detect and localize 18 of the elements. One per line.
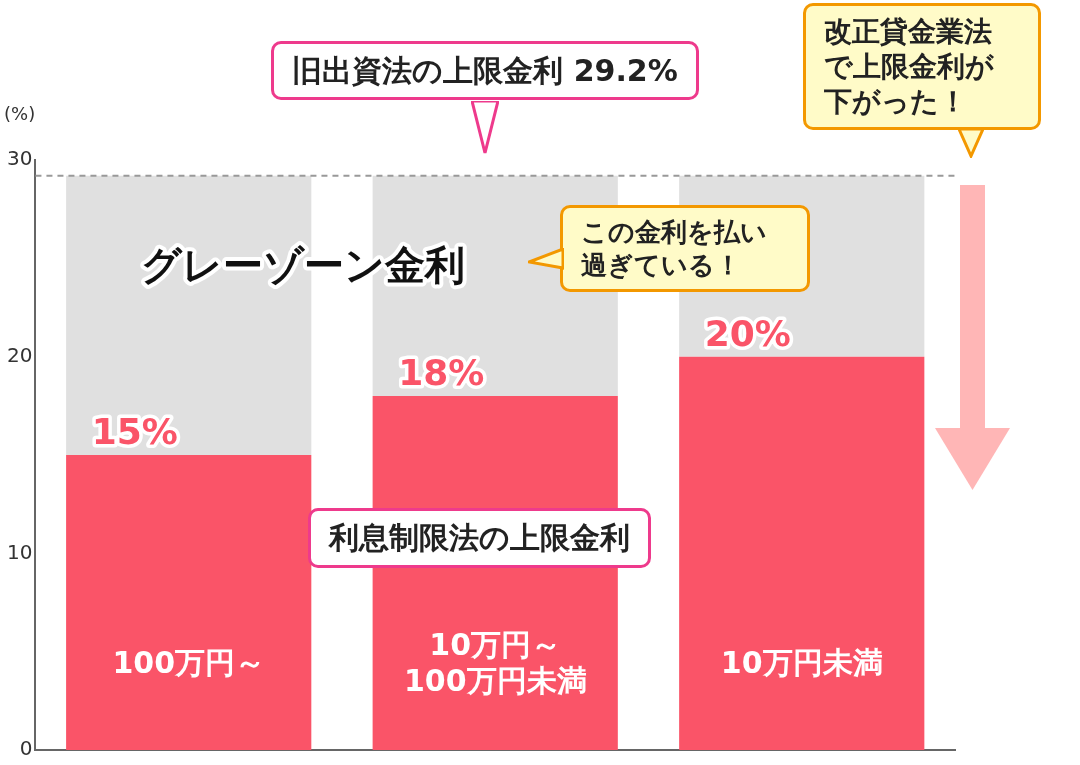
y-axis-title: (%) bbox=[4, 103, 36, 124]
bar bbox=[66, 455, 312, 750]
x-tick-label: 100万円～ bbox=[112, 645, 266, 681]
data-label: 20% bbox=[704, 313, 791, 355]
y-tick-label: 0 bbox=[19, 736, 33, 761]
data-label: 18% bbox=[398, 352, 485, 394]
x-tick-label: 10万円～ 100万円未満 bbox=[403, 627, 587, 699]
series-label: グレーゾーン金利 bbox=[141, 241, 466, 288]
series-label: 利息制限法の上限金利 bbox=[308, 508, 652, 568]
data-label: 15% bbox=[91, 411, 178, 453]
y-tick-label: 10 bbox=[7, 539, 33, 564]
bar bbox=[679, 356, 925, 750]
x-tick-label: 10万円未満 bbox=[720, 645, 883, 681]
ref-line-label: 旧出資法の上限金利 29.2% bbox=[271, 40, 699, 101]
text: 改正貸金業法で上限金利が下がった！ bbox=[803, 3, 1041, 130]
y-tick-label: 20 bbox=[7, 342, 33, 367]
annotation: この金利を払い過ぎている！ bbox=[560, 205, 810, 292]
y-tick-label: 30 bbox=[7, 146, 33, 171]
